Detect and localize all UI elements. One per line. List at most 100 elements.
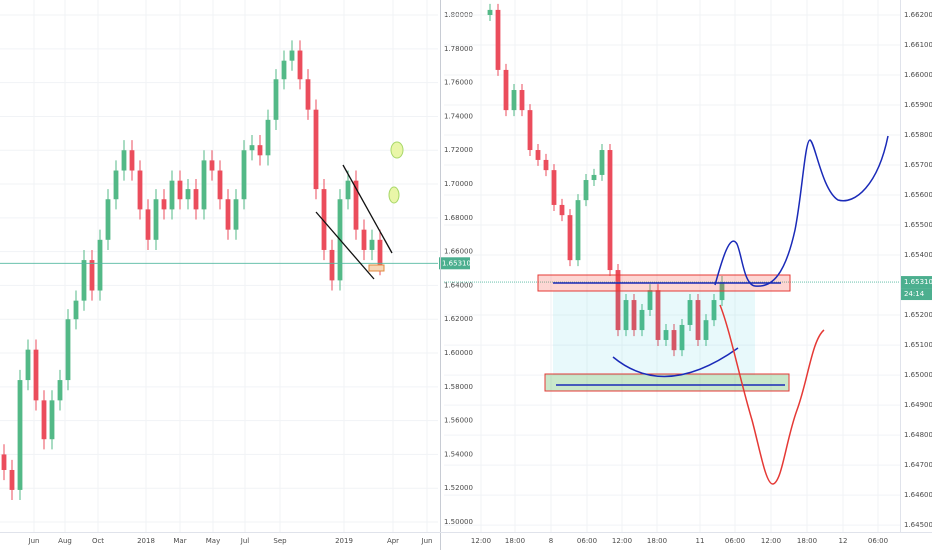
x-tick-label: Apr bbox=[387, 537, 399, 545]
candle-body bbox=[671, 330, 677, 351]
candle-body bbox=[25, 349, 31, 381]
countdown-tag bbox=[901, 288, 932, 301]
x-tick-label: 18:00 bbox=[647, 537, 667, 545]
candle-body bbox=[353, 180, 359, 230]
candle-body bbox=[631, 300, 637, 331]
candle-body bbox=[655, 290, 661, 340]
candle-body bbox=[217, 170, 223, 200]
x-tick-label: May bbox=[206, 537, 220, 545]
x-tick-label: 06:00 bbox=[725, 537, 745, 545]
y-tick-label: 1.60000 bbox=[444, 349, 473, 357]
x-tick-label: Jun bbox=[421, 537, 433, 545]
y-tick-label: 1.66000 bbox=[444, 248, 473, 256]
x-tick-label: Mar bbox=[173, 537, 186, 545]
candle-body bbox=[209, 160, 215, 171]
candle-body bbox=[345, 180, 351, 200]
candle-body bbox=[105, 199, 111, 240]
candle-body bbox=[535, 150, 541, 160]
candle-body bbox=[527, 110, 533, 151]
x-tick-label: 18:00 bbox=[505, 537, 525, 545]
candle-body bbox=[81, 260, 87, 301]
x-tick-label: Jun bbox=[28, 537, 40, 545]
candle-body bbox=[559, 204, 565, 216]
candle-body bbox=[511, 90, 517, 111]
candle-body bbox=[65, 319, 71, 381]
y-tick-label: 1.64500 bbox=[904, 521, 932, 529]
candle-body bbox=[121, 150, 127, 171]
candle-body bbox=[193, 189, 199, 210]
candle-body bbox=[639, 309, 645, 331]
candle-body bbox=[369, 239, 375, 250]
y-tick-label: 1.64900 bbox=[904, 401, 932, 409]
y-tick-label: 1.68000 bbox=[444, 214, 473, 222]
candle-body bbox=[73, 300, 79, 320]
y-tick-label: 1.66100 bbox=[904, 41, 932, 49]
y-tick-label: 1.72000 bbox=[444, 146, 473, 154]
y-tick-label: 1.66000 bbox=[904, 71, 932, 79]
y-tick-label: 1.65500 bbox=[904, 221, 932, 229]
y-tick-label: 1.70000 bbox=[444, 180, 473, 188]
left-drawings bbox=[315, 141, 404, 280]
y-tick-label: 1.65400 bbox=[904, 251, 932, 259]
marker-box bbox=[368, 264, 385, 272]
candle-body bbox=[591, 174, 597, 181]
candle-body bbox=[265, 119, 271, 156]
zone-box bbox=[553, 291, 755, 375]
right-drawings bbox=[537, 135, 889, 485]
candle-body bbox=[89, 260, 95, 291]
candle-body bbox=[17, 380, 23, 490]
last-price-label: 1.65310 bbox=[904, 278, 932, 286]
x-tick-label: 12:00 bbox=[471, 537, 491, 545]
y-tick-label: 1.64800 bbox=[904, 431, 932, 439]
candle-body bbox=[495, 9, 501, 70]
candle-body bbox=[201, 160, 207, 210]
x-tick-label: Sep bbox=[273, 537, 287, 545]
candle-body bbox=[41, 400, 47, 440]
y-tick-label: 1.65900 bbox=[904, 101, 932, 109]
candle-body bbox=[599, 150, 605, 175]
candle-body bbox=[313, 109, 319, 190]
candle-body bbox=[361, 229, 367, 250]
candle-body bbox=[583, 180, 589, 201]
y-tick-label: 1.58000 bbox=[444, 383, 473, 391]
arc bbox=[612, 347, 739, 378]
candle-body bbox=[679, 324, 685, 351]
projection-down bbox=[719, 304, 825, 485]
trendline bbox=[342, 164, 393, 254]
candle-body bbox=[305, 79, 311, 110]
x-tick-label: 06:00 bbox=[577, 537, 597, 545]
x-tick-label: Oct bbox=[92, 537, 104, 545]
marker-circle bbox=[388, 186, 400, 204]
support-box bbox=[544, 373, 790, 392]
x-tick-label: 12:00 bbox=[612, 537, 632, 545]
y-tick-label: 1.65700 bbox=[904, 161, 932, 169]
y-tick-label: 1.65600 bbox=[904, 191, 932, 199]
x-tick-label: 06:00 bbox=[868, 537, 888, 545]
y-tick-label: 1.65200 bbox=[904, 311, 932, 319]
x-tick-label: Aug bbox=[58, 537, 72, 545]
candle-body bbox=[575, 200, 581, 261]
candle-body bbox=[57, 380, 63, 401]
candle-body bbox=[607, 150, 613, 271]
candle-body bbox=[281, 60, 287, 80]
x-tick-label: 12 bbox=[839, 537, 848, 545]
candle-body bbox=[687, 300, 693, 325]
x-tick-label: 18:00 bbox=[797, 537, 817, 545]
trendline bbox=[315, 211, 375, 280]
y-tick-label: 1.50000 bbox=[444, 518, 473, 526]
last-price-tag bbox=[901, 276, 932, 289]
candle-body bbox=[695, 300, 701, 340]
projection-up bbox=[714, 135, 889, 287]
candle-body bbox=[519, 90, 525, 111]
candle-body bbox=[9, 469, 15, 490]
candle-body bbox=[503, 69, 509, 111]
candle-body bbox=[169, 180, 175, 210]
candle-body bbox=[543, 159, 549, 171]
candle-body bbox=[329, 249, 335, 281]
x-tick-label: Jul bbox=[240, 537, 250, 545]
marker-circle bbox=[390, 141, 404, 159]
x-tick-label: 8 bbox=[549, 537, 553, 545]
candle-body bbox=[161, 199, 167, 210]
candle-body bbox=[551, 170, 557, 205]
